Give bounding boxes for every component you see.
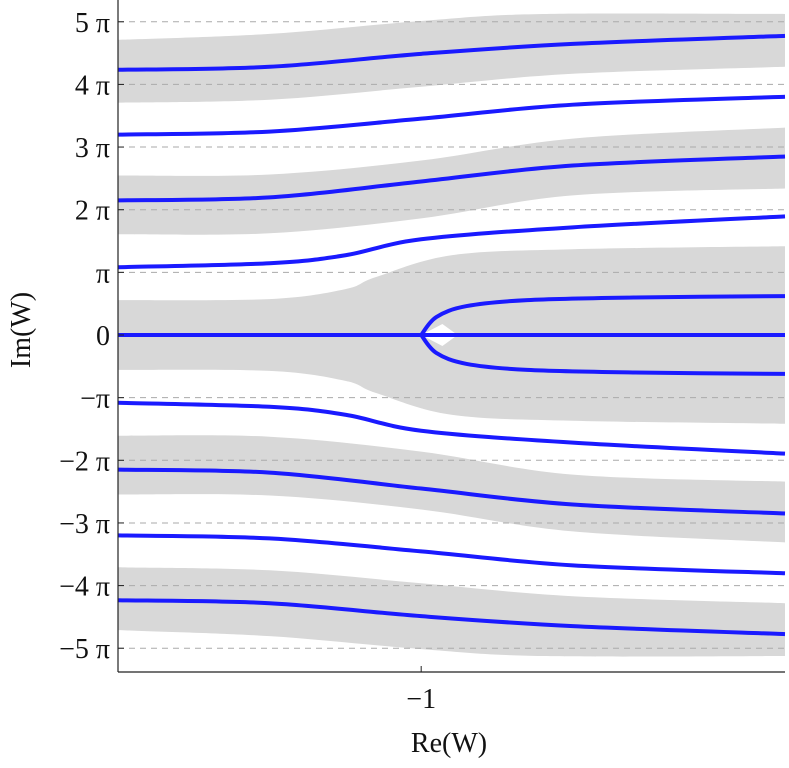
y-tick-label-0: 5 π <box>75 8 110 39</box>
x-tick-label-0: −1 <box>406 684 436 715</box>
y-tick-label-8: −3 π <box>59 509 110 540</box>
tick-labels: 5 π 4 π 3 π 2 π π 0 −π −2 π −3 π −4 π −5 π −1 <box>59 8 436 715</box>
curve-7 <box>117 94 786 137</box>
curve-8 <box>117 533 786 576</box>
curve-9 <box>117 33 786 72</box>
band-4 <box>118 567 785 657</box>
band-2 <box>118 435 785 543</box>
y-tick-label-5: 0 <box>96 321 110 352</box>
curve-3 <box>117 214 786 270</box>
x-axis-label: Re(W) <box>411 728 487 759</box>
curve-10 <box>117 598 786 637</box>
y-tick-label-6: −π <box>80 384 110 415</box>
curve-0 <box>419 294 786 337</box>
curve-1 <box>419 333 786 376</box>
curve-5 <box>117 154 786 203</box>
band-3 <box>118 13 785 103</box>
y-tick-label-9: −4 π <box>59 572 110 603</box>
curves <box>117 33 786 637</box>
shaded-bands <box>118 13 785 657</box>
curve-4 <box>117 400 786 456</box>
curve-6 <box>117 467 786 516</box>
y-tick-label-7: −2 π <box>59 446 110 477</box>
axes <box>117 0 785 673</box>
y-tick-label-1: 4 π <box>75 70 110 101</box>
y-tick-label-10: −5 π <box>59 634 110 665</box>
band-1 <box>118 127 785 235</box>
y-tick-label-4: π <box>96 258 110 289</box>
y-tick-label-2: 3 π <box>75 133 110 164</box>
y-tick-label-3: 2 π <box>75 196 110 227</box>
y-axis-label: Im(W) <box>6 292 37 368</box>
